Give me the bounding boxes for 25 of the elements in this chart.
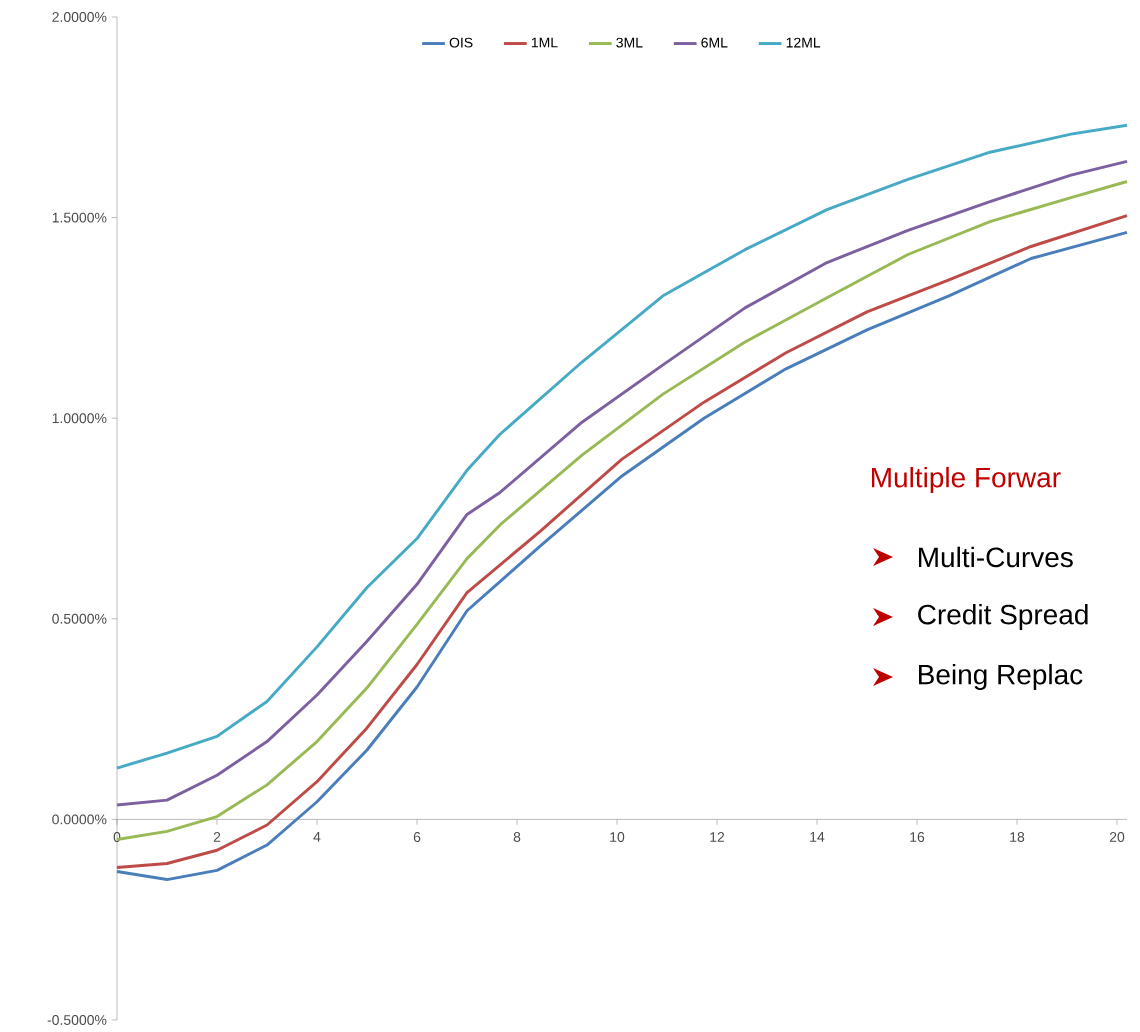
legend-label: 3ML xyxy=(616,37,643,48)
annotation: Credit Spread xyxy=(918,603,1088,631)
legend-label: 6ML xyxy=(701,37,728,48)
x-tick-label: 2 xyxy=(213,832,221,842)
x-tick-label: 16 xyxy=(910,832,925,843)
x-tick-label: 18 xyxy=(1010,832,1025,843)
annotation: Being Replac xyxy=(919,663,1083,691)
x-tick-label: 10 xyxy=(610,832,625,843)
annotation: Multi-Curves xyxy=(919,546,1073,568)
y-tick-label: 0.0000% xyxy=(52,814,107,825)
y-tick-label: 1.0000% xyxy=(52,413,107,424)
legend-label: OIS xyxy=(449,37,473,48)
y-tick-label: 2.0000% xyxy=(52,12,107,22)
x-tick-label: 8 xyxy=(513,832,521,843)
legend-label: 12ML xyxy=(786,37,821,48)
y-tick-label: 1.5000% xyxy=(52,212,107,223)
x-tick-label: 14 xyxy=(810,832,825,842)
x-tick-label: 20 xyxy=(1109,832,1125,843)
x-tick-label: 12 xyxy=(710,832,725,842)
x-tick-label: 4 xyxy=(313,832,321,842)
annotation: Multiple Forwar xyxy=(872,466,1061,494)
y-tick-label: -0.5000% xyxy=(47,1015,107,1025)
x-tick-label: 6 xyxy=(413,832,421,843)
legend-label: 1ML xyxy=(531,37,558,48)
y-tick-label: 0.5000% xyxy=(52,613,107,624)
